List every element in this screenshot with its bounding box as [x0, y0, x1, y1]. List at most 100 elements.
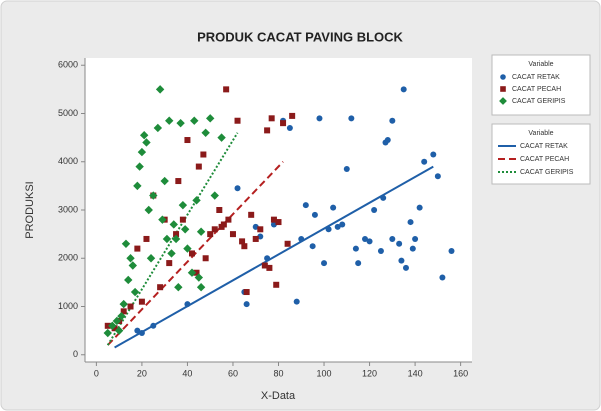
point — [184, 301, 191, 308]
x-tick-label: 20 — [137, 368, 147, 378]
point — [448, 248, 455, 255]
fit-legend-label: CACAT PECAH — [520, 156, 569, 163]
point — [166, 260, 173, 267]
x-tick-label: 140 — [408, 368, 423, 378]
point — [135, 162, 144, 171]
point — [355, 260, 362, 267]
y-tick-label: 4000 — [58, 156, 78, 166]
point — [216, 207, 223, 213]
legend-marker — [500, 74, 506, 80]
point — [195, 163, 202, 170]
x-tick-label: 80 — [273, 368, 283, 378]
point — [298, 235, 305, 242]
fit-legend-title: Variable — [528, 130, 553, 137]
point — [134, 327, 141, 334]
point — [211, 226, 218, 233]
point — [138, 298, 145, 305]
fit-legend-box — [491, 123, 591, 185]
y-tick-label: 5000 — [58, 108, 78, 118]
legend-label: CACAT RETAK — [512, 74, 560, 81]
point — [248, 211, 255, 218]
point — [439, 274, 446, 281]
point — [434, 173, 441, 180]
point — [144, 205, 153, 215]
point — [190, 116, 199, 125]
point — [137, 147, 147, 157]
point — [149, 191, 158, 200]
point — [157, 284, 164, 291]
point — [366, 238, 373, 245]
point — [173, 231, 180, 238]
point — [284, 240, 291, 247]
point — [150, 322, 157, 329]
point — [407, 219, 414, 226]
point — [257, 226, 264, 233]
point — [352, 245, 359, 252]
point — [112, 316, 122, 326]
point — [138, 330, 145, 337]
point — [146, 254, 156, 263]
point — [169, 220, 178, 229]
point — [343, 165, 350, 172]
point — [175, 178, 182, 185]
point — [158, 215, 167, 224]
point — [252, 223, 259, 230]
x-tick-label: 120 — [362, 368, 377, 378]
x-axis-label: X-Data — [261, 390, 296, 402]
point — [321, 260, 328, 267]
point — [286, 124, 293, 131]
point — [409, 245, 416, 252]
point — [120, 308, 127, 315]
legend-label: CACAT GERIPIS — [512, 98, 566, 105]
point — [223, 86, 230, 93]
point — [266, 264, 273, 271]
y-tick-label: 1000 — [58, 301, 78, 311]
point — [210, 191, 219, 200]
point — [171, 234, 181, 244]
point — [309, 243, 316, 250]
y-tick-label: 3000 — [58, 204, 78, 214]
point — [124, 275, 133, 285]
y-tick-label: 2000 — [58, 253, 78, 263]
point — [389, 235, 396, 242]
y-tick-label: 0 — [73, 349, 78, 359]
point — [280, 120, 287, 127]
point — [201, 128, 210, 137]
point — [176, 118, 185, 128]
point — [121, 239, 131, 248]
point — [178, 200, 188, 210]
point — [184, 137, 191, 144]
point — [143, 235, 150, 242]
fit-legend-label: CACAT GERIPIS — [520, 169, 574, 176]
point — [268, 115, 275, 122]
point — [187, 268, 197, 277]
point — [108, 321, 117, 331]
point — [160, 176, 169, 186]
point — [334, 223, 341, 230]
point — [153, 123, 163, 133]
point — [398, 257, 405, 264]
point — [270, 221, 277, 228]
point — [243, 301, 250, 308]
point — [257, 233, 264, 240]
point — [339, 221, 346, 228]
point — [371, 207, 378, 213]
point — [111, 325, 118, 332]
point — [117, 311, 126, 321]
y-tick-label: 6000 — [58, 60, 78, 70]
point — [139, 131, 149, 140]
plot-area — [85, 58, 472, 362]
point — [377, 248, 384, 255]
point — [103, 328, 112, 338]
point — [302, 202, 309, 209]
x-tick-label: 60 — [228, 368, 238, 378]
point — [196, 227, 206, 236]
point — [325, 226, 332, 233]
point — [207, 231, 214, 238]
point — [104, 322, 111, 329]
point — [202, 255, 209, 262]
x-tick-label: 40 — [182, 368, 192, 378]
point — [119, 299, 128, 309]
fit-line — [107, 161, 284, 346]
